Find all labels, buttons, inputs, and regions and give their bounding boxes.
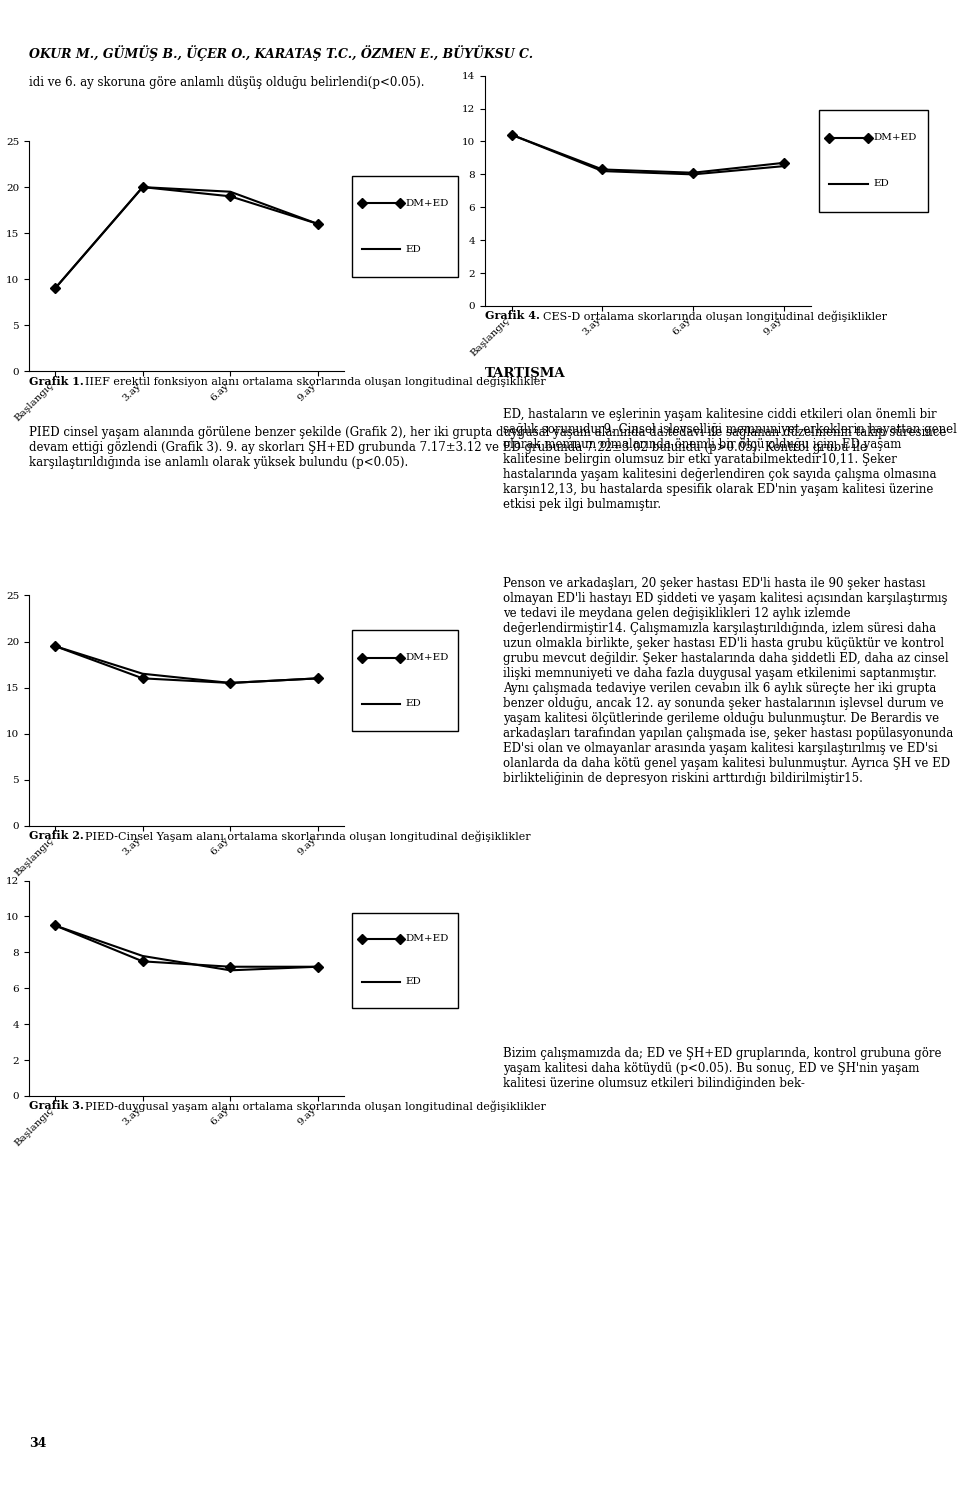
Text: DM+ED: DM+ED	[405, 934, 448, 943]
Text: CES-D ortalama skorlarında oluşan longitudinal değişiklikler: CES-D ortalama skorlarında oluşan longit…	[542, 310, 887, 322]
Text: PIED-Cinsel Yaşam alanı ortalama skorlarında oluşan longitudinal değişiklikler: PIED-Cinsel Yaşam alanı ortalama skorlar…	[84, 830, 531, 842]
FancyBboxPatch shape	[352, 913, 458, 1008]
Text: Grafik 3.: Grafik 3.	[29, 1100, 84, 1111]
Text: ED: ED	[874, 180, 889, 189]
Text: Grafik 4.: Grafik 4.	[485, 310, 540, 321]
Text: ED: ED	[405, 699, 420, 708]
FancyBboxPatch shape	[352, 630, 458, 731]
FancyBboxPatch shape	[352, 175, 458, 276]
FancyBboxPatch shape	[819, 110, 928, 211]
Text: Bizim çalışmamızda da; ED ve ŞH+ED gruplarında, kontrol grubuna göre yaşam kalit: Bizim çalışmamızda da; ED ve ŞH+ED grupl…	[503, 1047, 941, 1090]
Text: DM+ED: DM+ED	[405, 199, 448, 208]
Text: Grafik 1.: Grafik 1.	[29, 376, 84, 386]
Text: 34: 34	[29, 1437, 46, 1449]
Text: Penson ve arkadaşları, 20 şeker hastası ED'li hasta ile 90 şeker hastası olmayan: Penson ve arkadaşları, 20 şeker hastası …	[503, 578, 953, 786]
Text: ED, hastaların ve eşlerinin yaşam kalitesine ciddi etkileri olan önemli bir sağl: ED, hastaların ve eşlerinin yaşam kalite…	[503, 408, 956, 511]
Text: PIED cinsel yaşam alanında görülene benzer şekilde (Grafik 2), her iki grupta du: PIED cinsel yaşam alanında görülene benz…	[29, 426, 947, 469]
Text: ED: ED	[405, 977, 420, 986]
Text: OKUR M., GÜMÜŞ B., ÜÇER O., KARATAŞ T.C., ÖZMEN E., BÜYÜKSU C.: OKUR M., GÜMÜŞ B., ÜÇER O., KARATAŞ T.C.…	[29, 46, 533, 61]
Text: IIEF erektil fonksiyon alanı ortalama skorlarında oluşan longitudinal değişiklik: IIEF erektil fonksiyon alanı ortalama sk…	[84, 376, 545, 388]
Text: TARTIŞMA: TARTIŞMA	[485, 367, 565, 380]
Text: Grafik 2.: Grafik 2.	[29, 830, 84, 841]
Text: DM+ED: DM+ED	[874, 134, 917, 143]
Text: idi ve 6. ay skoruna göre anlamlı düşüş olduğu belirlendi(p<0.05).: idi ve 6. ay skoruna göre anlamlı düşüş …	[29, 76, 424, 89]
Text: PIED-duygusal yaşam alanı ortalama skorlarında oluşan longitudinal değişiklikler: PIED-duygusal yaşam alanı ortalama skorl…	[84, 1100, 546, 1112]
Text: ED: ED	[405, 245, 420, 254]
Text: DM+ED: DM+ED	[405, 653, 448, 662]
